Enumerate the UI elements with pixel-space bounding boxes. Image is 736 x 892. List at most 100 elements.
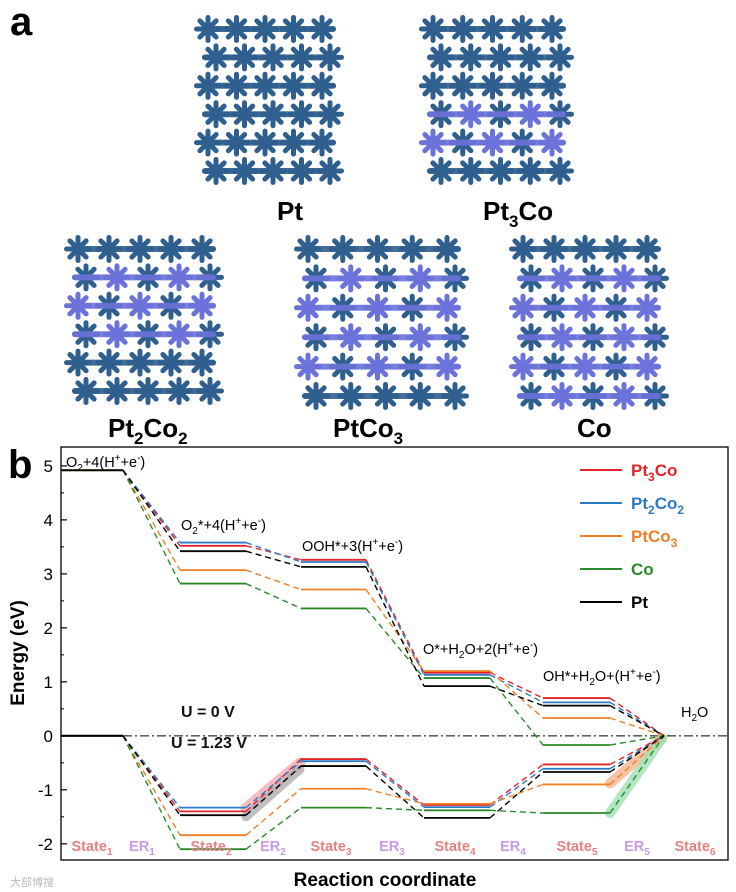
- transition-line: [122, 469, 181, 552]
- lattice-bar: [302, 393, 461, 399]
- annotation-o2star: O2*+4(H++e-): [181, 516, 266, 537]
- legend-entry: Pt: [631, 593, 648, 612]
- x-label-state: State5: [556, 839, 597, 858]
- y-tick-label: 1: [44, 673, 53, 692]
- panel-a-label: a: [10, 0, 33, 44]
- crystal-lattice-4: [509, 235, 669, 410]
- transition-line: [609, 735, 665, 746]
- panel-b-label: b: [8, 443, 32, 487]
- transition-line: [609, 735, 665, 773]
- y-tick-label: 0: [44, 727, 53, 746]
- y-axis: -2 -1 0 1 2 3 4 5: [38, 457, 67, 854]
- y-tick-label: -2: [38, 835, 53, 854]
- annotation-h2o: H2O: [681, 705, 708, 724]
- series-u123-Pt3Co: [61, 734, 665, 813]
- crystal-name-co: Co: [577, 413, 612, 443]
- lattice-bar: [517, 246, 661, 252]
- x-label-er: ER5: [624, 839, 650, 858]
- x-label-er: ER4: [500, 839, 526, 858]
- transition-line: [245, 541, 302, 563]
- annotation-u0: U = 0 V: [181, 704, 235, 721]
- watermark-text: 大部博搜: [10, 875, 54, 889]
- crystal-lattice-2: [64, 235, 224, 405]
- x-label-state: State1: [71, 839, 112, 858]
- lattice-bar: [202, 168, 336, 174]
- x-label-state: State2: [190, 839, 231, 858]
- transition-line: [245, 760, 302, 809]
- legend-entry: Pt2Co2: [631, 494, 684, 517]
- transition-line: [609, 735, 665, 814]
- lattice-bar: [72, 331, 216, 338]
- lattice-bar: [72, 302, 216, 309]
- lattice-bar: [427, 54, 566, 61]
- transition-line: [245, 788, 302, 836]
- legend: Pt3Co Pt2Co2 PtCo3 Co Pt: [580, 461, 684, 612]
- crystal-lattice-3: [294, 235, 469, 410]
- transition-line: [365, 566, 425, 687]
- transition-line: [365, 561, 425, 676]
- y-tick-label: 4: [44, 511, 53, 530]
- x-label-state: State6: [674, 839, 715, 858]
- pdd-highlight-grey: [241, 764, 305, 822]
- transition-line: [122, 735, 181, 809]
- lattice-bar: [427, 26, 566, 32]
- lattice-bar: [202, 26, 336, 32]
- transition-line: [489, 771, 544, 819]
- legend-entry: Co: [631, 560, 654, 579]
- lattice-bar: [302, 334, 461, 341]
- lattice-bar: [302, 246, 461, 252]
- plot-frame: [60, 446, 729, 861]
- crystal-structures: [64, 15, 669, 410]
- lattice-bar: [202, 54, 336, 61]
- transition-line: [365, 760, 425, 808]
- transition-line: [122, 469, 181, 584]
- crystal-name-pt2co2: Pt2Co2: [108, 413, 188, 448]
- transition-line: [122, 469, 181, 543]
- transition-line: [245, 545, 302, 561]
- lattice-bar: [517, 275, 661, 282]
- lattice-bar: [72, 246, 216, 252]
- transition-line: [245, 550, 302, 568]
- lattice-bar: [517, 304, 661, 311]
- lattice-bar: [72, 274, 216, 281]
- transition-line: [365, 765, 425, 819]
- transition-line: [245, 765, 302, 816]
- series-u0-Pt3Co: [61, 469, 665, 737]
- lattice-bar: [72, 359, 216, 366]
- transition-line: [489, 768, 544, 808]
- annotation-ooh: OOH*+3(H++e-): [302, 537, 403, 555]
- crystal-name-pt3co: Pt3Co: [483, 196, 553, 231]
- x-category-labels: State1 ER1 State2 ER2 State3 ER3 State4 ER4 Stat…: [71, 839, 715, 858]
- annotation-ostar: O*+H2O+2(H++e-): [423, 640, 538, 661]
- series-u0-Pt: [61, 469, 665, 737]
- x-label-er: ER1: [129, 839, 155, 858]
- transition-line: [365, 589, 425, 672]
- y-tick-label: -1: [38, 781, 53, 800]
- lattice-bar: [302, 304, 461, 311]
- series-u123-Pt: [61, 734, 665, 819]
- legend-entry: Pt3Co: [631, 461, 677, 484]
- transition-line: [122, 735, 181, 836]
- transition-line: [365, 788, 425, 805]
- transition-line: [489, 763, 544, 806]
- lattice-bar: [517, 334, 661, 341]
- lattice-bar: [202, 111, 336, 118]
- annotation-o2: O2+4(H++e-): [66, 453, 145, 474]
- transition-line: [122, 735, 181, 816]
- y-axis-title: Energy (eV): [8, 600, 29, 706]
- annotation-u123: U = 1.23 V: [171, 735, 247, 752]
- transition-line: [245, 807, 302, 850]
- annotation-oh: OH*+H2O+(H++e-): [543, 667, 661, 688]
- lattice-bar: [72, 388, 216, 394]
- x-label-er: ER2: [260, 839, 286, 858]
- series-u123-Co: [61, 734, 665, 851]
- lattice-bar: [202, 139, 336, 146]
- lattice-bar: [427, 111, 566, 118]
- x-label-state: State4: [434, 839, 475, 858]
- transition-line: [365, 758, 425, 806]
- transition-line: [489, 670, 544, 719]
- lattice-bar: [302, 275, 461, 282]
- y-tick-label: 2: [44, 619, 53, 638]
- x-label-er: ER3: [379, 839, 405, 858]
